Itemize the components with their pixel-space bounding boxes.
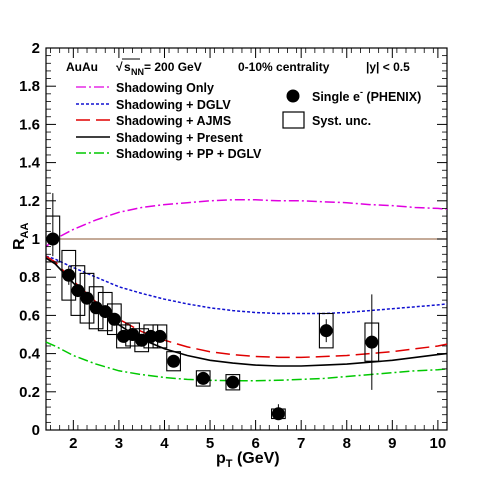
data-point-12 xyxy=(167,354,181,368)
x-axis-title-unit: (GeV) xyxy=(233,450,280,467)
chart-header-centrality: 0-10% centrality xyxy=(238,60,330,74)
y-axis-title-sub: AA xyxy=(19,222,31,238)
y-tick-label-1: 1 xyxy=(32,231,40,248)
syst-box-6 xyxy=(106,303,122,336)
legend-label-shadowing-present: Shadowing + Present xyxy=(116,131,244,145)
legend-single-e-suffix: (PHENIX) xyxy=(363,90,421,104)
x-tick-label-7: 7 xyxy=(297,435,305,452)
data-point-13 xyxy=(196,371,210,385)
y-tick-label-0.8: 0.8 xyxy=(19,269,40,286)
y-tick-label-0: 0 xyxy=(32,422,40,439)
x-tick-label-2: 2 xyxy=(69,435,77,452)
energy-sqrt-symbol: √ xyxy=(116,60,123,74)
ticks-layer: 2 3 4 5 6 7 8 9 10 0 0.2 0.4 0.6 0.8 1 1.2 1.4 1.6 1.8 2 xyxy=(19,40,447,452)
y-tick-label-1.2: 1.2 xyxy=(19,193,40,210)
legend-label-shadowing-dglv: Shadowing + DGLV xyxy=(116,98,231,112)
y-tick-label-1.4: 1.4 xyxy=(19,155,41,172)
data-point-16 xyxy=(319,324,333,338)
chart-header-rapidity: |y| < 0.5 xyxy=(366,60,410,74)
legend-syst-box xyxy=(282,111,305,129)
syst-box-12 xyxy=(166,351,181,372)
legend-label-single-e: Single e- (PHENIX) xyxy=(312,87,421,104)
legend-marker-single-e xyxy=(286,89,300,103)
y-tick-label-2: 2 xyxy=(32,40,40,57)
y-axis-title: RAA xyxy=(11,222,31,250)
syst-box-2 xyxy=(70,265,86,316)
legend-single-e-main: Single e xyxy=(312,90,360,104)
legend-label-shadowing-pp-dglv: Shadowing + PP + DGLV xyxy=(116,147,262,161)
data-point-10 xyxy=(144,329,158,343)
syst-box-1 xyxy=(61,249,77,301)
syst-box-16 xyxy=(318,312,334,349)
curve-shadowing-only xyxy=(45,199,448,248)
data-point-17 xyxy=(365,335,379,349)
legend-single-e-sup: - xyxy=(360,87,363,97)
y-tick-label-0.4: 0.4 xyxy=(19,346,41,363)
legend: Shadowing Only Shadowing + DGLV Shadowin… xyxy=(76,81,421,161)
data-point-3 xyxy=(80,291,94,305)
x-tick-label-10: 10 xyxy=(430,435,447,452)
x-tick-label-5: 5 xyxy=(206,435,214,452)
x-axis-title: pT (GeV) xyxy=(216,450,280,470)
legend-label-syst-unc: Syst. unc. xyxy=(312,114,371,128)
x-tick-label-9: 9 xyxy=(388,435,396,452)
x-axis-title-main: p xyxy=(216,450,226,467)
energy-s: s xyxy=(124,60,131,74)
legend-label-shadowing-ajms: Shadowing + AJMS xyxy=(116,114,231,128)
x-axis-title-sub: T xyxy=(226,458,233,470)
energy-sub-nn: NN xyxy=(131,67,144,77)
y-axis-title-main: R xyxy=(11,238,28,250)
data-point-15 xyxy=(271,407,285,421)
data-point-14 xyxy=(226,375,240,389)
x-tick-label-6: 6 xyxy=(251,435,259,452)
chart-header-energy: √ s NN = 200 GeV xyxy=(116,58,202,77)
legend-label-shadowing-only: Shadowing Only xyxy=(116,81,214,95)
y-tick-label-1.6: 1.6 xyxy=(19,116,40,133)
x-tick-label-4: 4 xyxy=(160,435,169,452)
data-point-5 xyxy=(98,305,112,319)
data-point-2 xyxy=(71,284,85,298)
syst-box-3 xyxy=(79,272,95,324)
y-tick-label-1.8: 1.8 xyxy=(19,78,40,95)
syst-box-13 xyxy=(195,370,211,387)
data-point-11 xyxy=(153,329,167,343)
y-axis-title-text: RAA xyxy=(11,222,31,250)
data-points-layer xyxy=(45,193,380,421)
syst-box-14 xyxy=(225,374,241,391)
y-tick-label-0.6: 0.6 xyxy=(19,307,40,324)
data-point-1 xyxy=(62,268,76,282)
curve-shadowing-dglv xyxy=(45,255,448,315)
y-tick-label-0.2: 0.2 xyxy=(19,384,40,401)
x-tick-label-3: 3 xyxy=(115,435,123,452)
curves-layer xyxy=(45,199,448,382)
chart-header-system: AuAu xyxy=(66,60,98,74)
curve-shadowing-pp-dglv xyxy=(45,341,448,382)
energy-value: = 200 GeV xyxy=(144,60,202,74)
data-point-6 xyxy=(107,312,121,326)
x-tick-label-8: 8 xyxy=(343,435,351,452)
